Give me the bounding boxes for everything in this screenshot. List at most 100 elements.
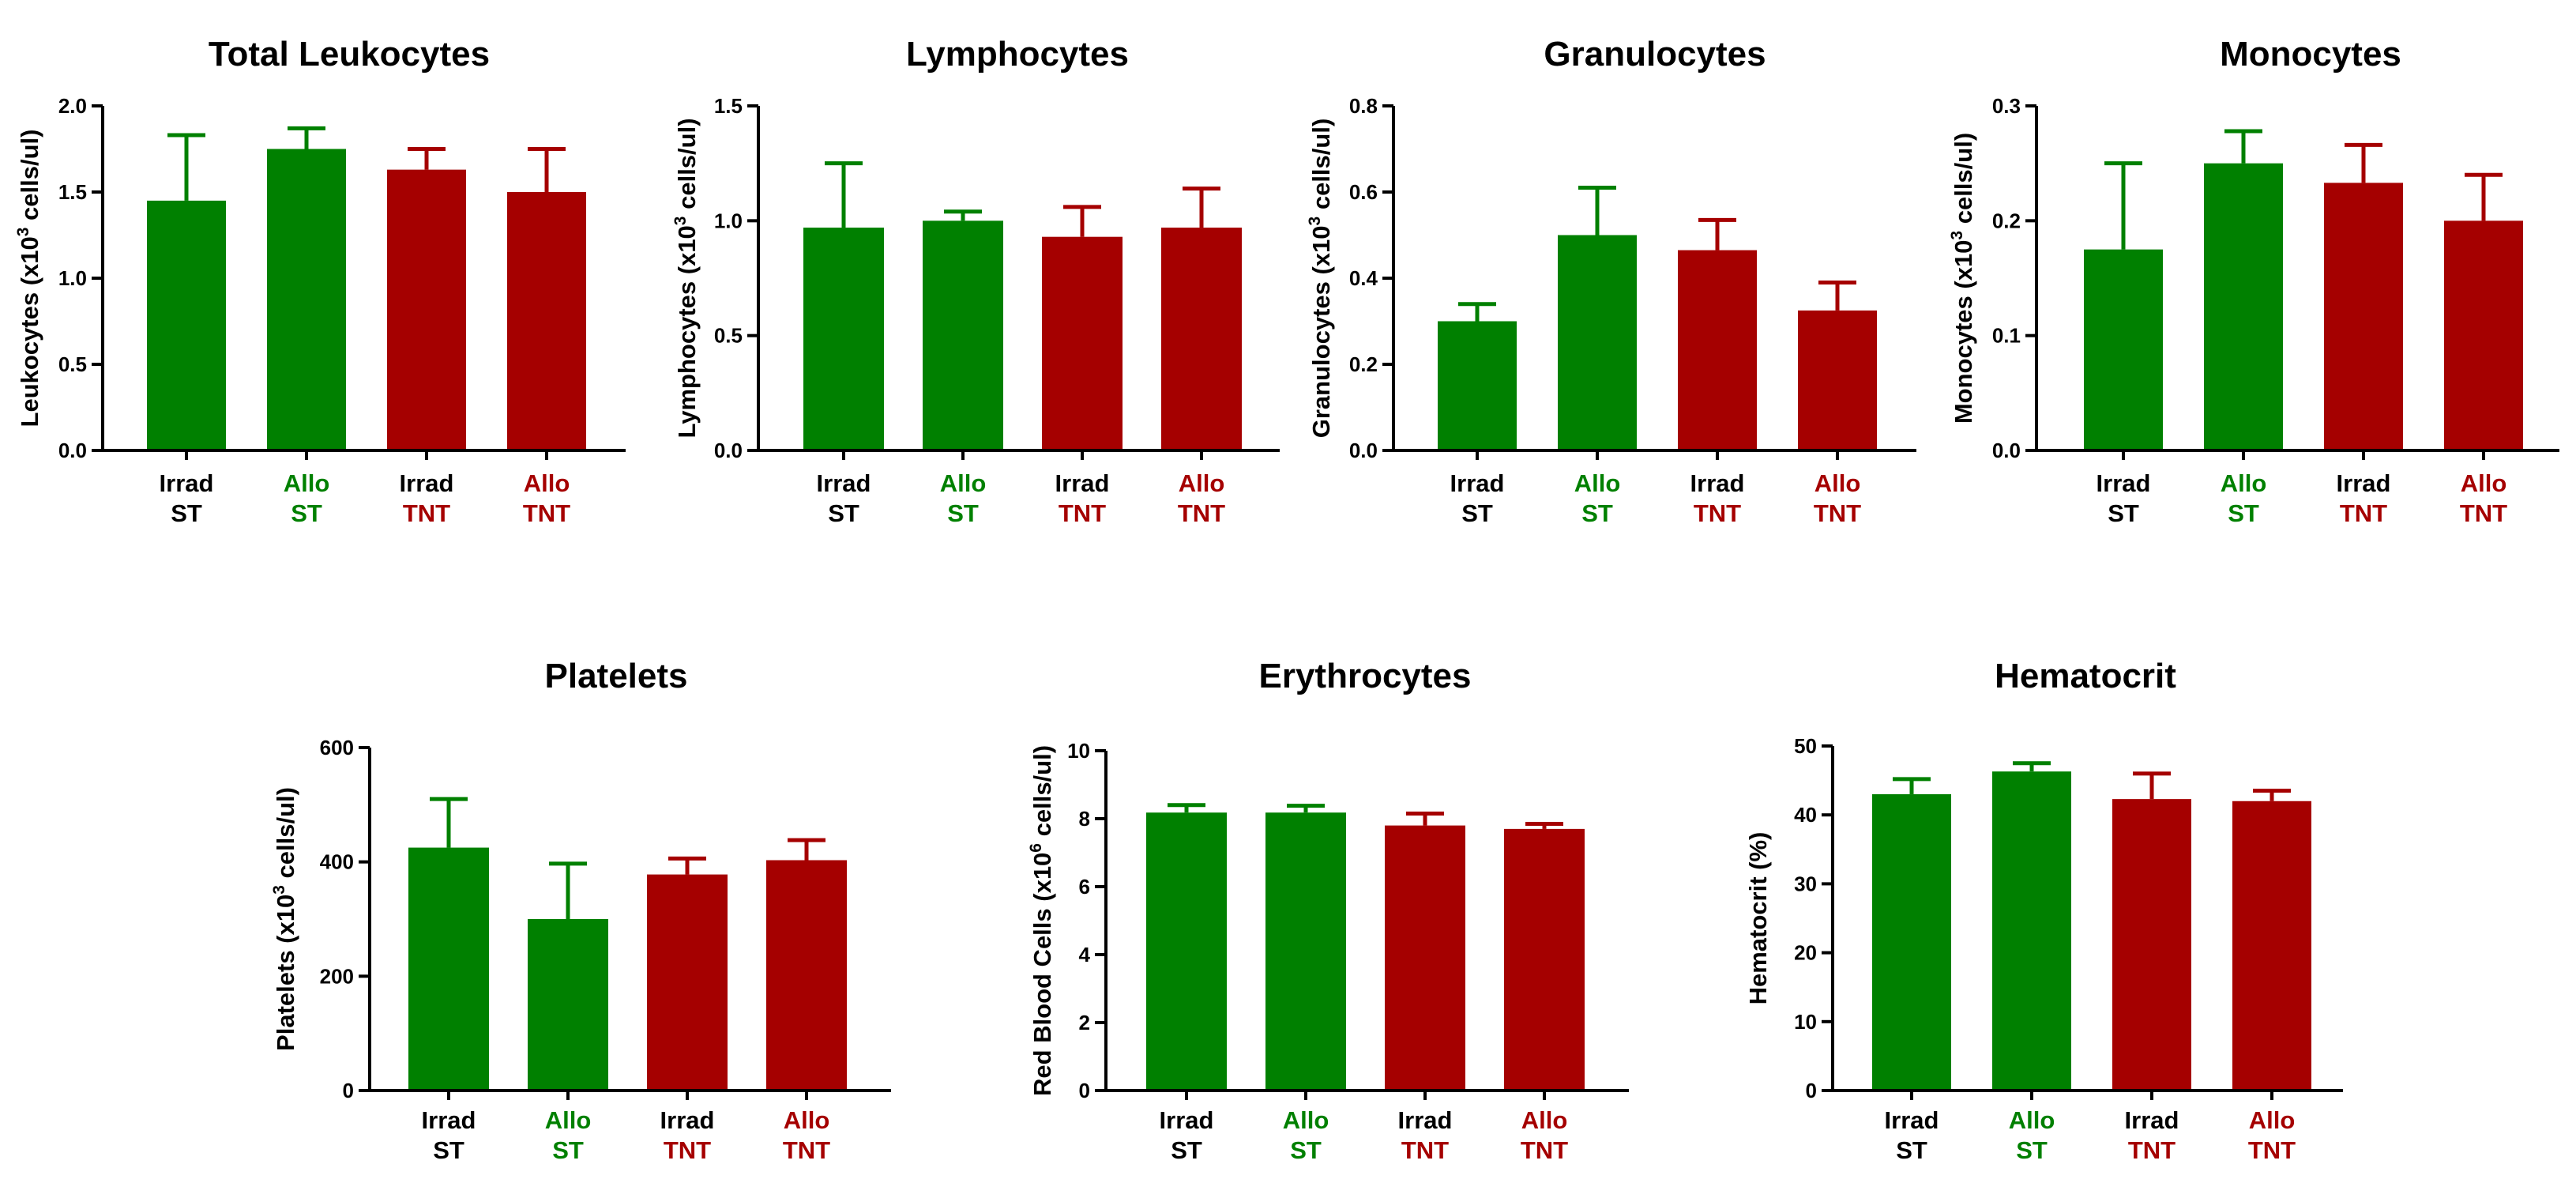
chart-granulocytes-ytick-label-1: 0.2 [1349, 352, 1378, 376]
chart-monocytes-bar-3 [2324, 183, 2403, 450]
chart-platelets-category-2-line1: Allo [545, 1106, 592, 1134]
chart-hematocrit-title: Hematocrit [1995, 657, 2176, 695]
chart-granulocytes-ylabel-part3: cells/ul) [1307, 119, 1335, 217]
chart-lymphocytes-category-4-line2: TNT [1178, 499, 1225, 527]
chart-erythrocytes-ylabel-superscript: 6 [1027, 843, 1045, 853]
chart-monocytes-bar-4 [2444, 220, 2523, 450]
chart-lymphocytes-ylabel-part1: Lymphocytes (x10 [673, 225, 701, 438]
chart-lymphocytes-ytick-label-0: 0.0 [714, 439, 743, 462]
chart-hematocrit-category-4-line1: Allo [2249, 1106, 2296, 1134]
chart-erythrocytes-category-2-line2: ST [1290, 1136, 1322, 1164]
chart-erythrocytes-title: Erythrocytes [1258, 657, 1471, 695]
chart-granulocytes-category-2-line2: ST [1581, 499, 1613, 527]
chart-hematocrit-ytick-label-2: 20 [1794, 941, 1817, 965]
chart-total-leukocytes-category-3-line1: Irrad [400, 469, 454, 497]
chart-erythrocytes-bar-3 [1385, 825, 1465, 1091]
chart-monocytes-ytick-label-0: 0.0 [1992, 439, 2021, 462]
chart-erythrocytes: Erythrocytes0246810IrradSTAlloSTIrradTNT… [1027, 657, 1629, 1164]
chart-platelets-ytick-label-1: 200 [320, 964, 354, 988]
chart-erythrocytes-ylabel-part3: cells/ul) [1029, 745, 1056, 843]
chart-hematocrit-bar-1 [1872, 794, 1951, 1091]
chart-total-leukocytes-category-2-line2: ST [291, 499, 322, 527]
chart-hematocrit-category-2-line2: ST [2016, 1136, 2048, 1164]
chart-erythrocytes-category-2-line1: Allo [1283, 1106, 1329, 1134]
chart-lymphocytes-ylabel-superscript: 3 [671, 217, 690, 226]
chart-total-leukocytes-ylabel: Leukocytes (x103 cells/ul) [14, 130, 43, 428]
chart-monocytes-category-4-line2: TNT [2460, 499, 2507, 527]
chart-total-leukocytes-ylabel-part1: Leukocytes (x10 [16, 236, 43, 427]
chart-granulocytes-title: Granulocytes [1544, 35, 1766, 73]
chart-erythrocytes-bar-2 [1265, 812, 1346, 1091]
chart-lymphocytes-bar-4 [1161, 228, 1242, 450]
chart-hematocrit-category-4-line2: TNT [2248, 1136, 2296, 1164]
chart-monocytes-ytick-label-2: 0.2 [1992, 209, 2021, 232]
chart-erythrocytes-category-1-line1: Irrad [1160, 1106, 1214, 1134]
chart-hematocrit-category-1-line1: Irrad [1885, 1106, 1939, 1134]
chart-total-leukocytes-ylabel-superscript: 3 [14, 228, 32, 237]
chart-granulocytes-category-3-line2: TNT [1694, 499, 1741, 527]
chart-granulocytes-bar-1 [1438, 321, 1517, 450]
chart-total-leukocytes-category-3-line2: TNT [403, 499, 450, 527]
chart-total-leukocytes-ytick-label-2: 1.0 [58, 266, 87, 290]
chart-platelets-category-3-line2: TNT [664, 1136, 711, 1164]
chart-hematocrit-bar-3 [2112, 799, 2191, 1091]
chart-lymphocytes-bar-1 [803, 228, 884, 450]
chart-platelets-category-2-line2: ST [552, 1136, 584, 1164]
chart-platelets-category-1-line2: ST [433, 1136, 464, 1164]
chart-erythrocytes-category-3-line2: TNT [1401, 1136, 1449, 1164]
chart-platelets-bar-4 [766, 860, 847, 1091]
chart-granulocytes-ylabel: Granulocytes (x103 cells/ul) [1306, 119, 1335, 439]
chart-hematocrit-ytick-label-5: 50 [1794, 734, 1817, 758]
chart-granulocytes-ytick-label-3: 0.6 [1349, 180, 1378, 204]
chart-total-leukocytes-category-4-line1: Allo [524, 469, 570, 497]
chart-lymphocytes-title: Lymphocytes [906, 35, 1129, 73]
chart-platelets-ytick-label-2: 400 [320, 850, 354, 874]
chart-platelets-ytick-label-0: 0 [343, 1079, 354, 1102]
chart-lymphocytes-ytick-label-3: 1.5 [714, 94, 743, 118]
chart-total-leukocytes-bar-3 [387, 169, 466, 450]
chart-lymphocytes-category-3-line1: Irrad [1055, 469, 1110, 497]
chart-total-leukocytes-category-1-line2: ST [171, 499, 202, 527]
chart-hematocrit-ytick-label-3: 30 [1794, 872, 1817, 895]
chart-granulocytes-bar-2 [1558, 235, 1637, 450]
chart-granulocytes-category-4-line2: TNT [1814, 499, 1861, 527]
chart-platelets: Platelets0200400600IrradSTAlloSTIrradTNT… [270, 657, 891, 1164]
chart-granulocytes-ytick-label-0: 0.0 [1349, 439, 1378, 462]
chart-hematocrit: Hematocrit01020304050IrradSTAlloSTIrradT… [1744, 657, 2343, 1164]
chart-hematocrit-category-3-line1: Irrad [2125, 1106, 2179, 1134]
chart-lymphocytes-ytick-label-2: 1.0 [714, 209, 743, 232]
chart-hematocrit-bar-2 [1992, 771, 2071, 1091]
chart-granulocytes-ylabel-superscript: 3 [1306, 217, 1324, 226]
chart-erythrocytes-bar-1 [1146, 812, 1227, 1091]
chart-monocytes-ylabel-part3: cells/ul) [1950, 133, 1977, 231]
chart-platelets-category-3-line1: Irrad [660, 1106, 715, 1134]
chart-total-leukocytes-ytick-label-3: 1.5 [58, 180, 87, 204]
chart-lymphocytes: Lymphocytes0.00.51.01.5IrradSTAlloSTIrra… [671, 35, 1280, 527]
chart-monocytes-category-3-line2: TNT [2340, 499, 2387, 527]
chart-total-leukocytes-ytick-label-4: 2.0 [58, 94, 87, 118]
chart-platelets-ytick-label-3: 600 [320, 736, 354, 759]
chart-monocytes-title: Monocytes [2220, 35, 2401, 73]
chart-monocytes-ytick-label-1: 0.1 [1992, 324, 2021, 348]
chart-platelets-category-1-line1: Irrad [422, 1106, 476, 1134]
chart-granulocytes-category-4-line1: Allo [1814, 469, 1861, 497]
chart-total-leukocytes-ytick-label-0: 0.0 [58, 439, 87, 462]
chart-lymphocytes-ylabel-part3: cells/ul) [673, 118, 701, 216]
chart-erythrocytes-ylabel-part1: Red Blood Cells (x10 [1029, 853, 1056, 1096]
chart-lymphocytes-category-4-line1: Allo [1179, 469, 1225, 497]
chart-platelets-ylabel-part1: Platelets (x10 [272, 895, 299, 1051]
chart-monocytes-category-3-line1: Irrad [2337, 469, 2391, 497]
chart-monocytes-ylabel-part1: Monocytes (x10 [1950, 240, 1977, 424]
chart-granulocytes-bar-4 [1798, 310, 1877, 450]
chart-hematocrit-ylabel: Hematocrit (%) [1744, 832, 1772, 1005]
chart-monocytes-category-2-line1: Allo [2221, 469, 2267, 497]
chart-erythrocytes-ytick-label-1: 2 [1079, 1011, 1090, 1034]
chart-granulocytes-category-3-line1: Irrad [1690, 469, 1745, 497]
chart-monocytes-ylabel-superscript: 3 [1948, 231, 1966, 240]
chart-platelets-ylabel-superscript: 3 [270, 885, 288, 895]
chart-erythrocytes-ytick-label-3: 6 [1079, 875, 1090, 899]
chart-total-leukocytes-category-2-line1: Allo [284, 469, 330, 497]
chart-platelets-category-4-line1: Allo [784, 1106, 830, 1134]
chart-erythrocytes-bar-4 [1504, 828, 1585, 1091]
